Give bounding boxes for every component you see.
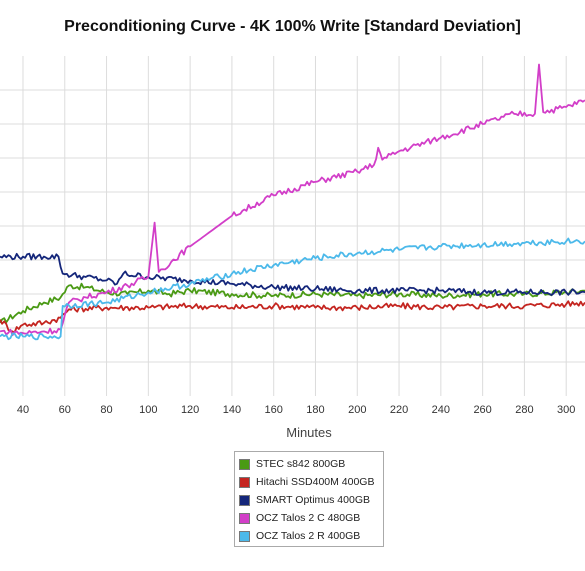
legend-label: Hitachi SSD400M 400GB <box>256 476 375 488</box>
x-tick-label: 80 <box>100 404 112 416</box>
series-layer <box>0 63 585 341</box>
x-tick-label: 220 <box>390 404 408 416</box>
x-tick-label: 240 <box>432 404 450 416</box>
series-line-5 <box>0 237 585 341</box>
series-line-2 <box>0 300 585 334</box>
x-axis-title: Minutes <box>286 425 332 440</box>
x-tick-label: 300 <box>557 404 575 416</box>
series-line-1 <box>0 282 585 324</box>
legend-label: OCZ Talos 2 R 400GB <box>256 530 361 542</box>
series-line-3 <box>0 252 585 297</box>
legend-label: OCZ Talos 2 C 480GB <box>256 512 361 524</box>
series-line-4 <box>0 63 585 337</box>
x-tick-label: 60 <box>59 404 71 416</box>
x-tick-label: 260 <box>473 404 491 416</box>
legend-item: Hitachi SSD400M 400GB <box>239 473 379 491</box>
x-tick-label: 180 <box>306 404 324 416</box>
x-tick-label: 160 <box>265 404 283 416</box>
grid-layer <box>0 56 585 396</box>
x-tick-label: 120 <box>181 404 199 416</box>
legend: STEC s842 800GB Hitachi SSD400M 400GB SMAR… <box>234 451 384 547</box>
legend-item: OCZ Talos 2 C 480GB <box>239 509 379 527</box>
x-tick-label: 200 <box>348 404 366 416</box>
x-tick-label: 140 <box>223 404 241 416</box>
legend-label: SMART Optimus 400GB <box>256 494 370 506</box>
x-tick-label: 100 <box>139 404 157 416</box>
chart-title: Preconditioning Curve - 4K 100% Write [S… <box>64 18 521 35</box>
legend-swatch <box>239 458 250 470</box>
legend-swatch <box>239 494 250 506</box>
x-tick-label: 280 <box>515 404 533 416</box>
legend-item: STEC s842 800GB <box>239 455 379 473</box>
legend-swatch <box>239 476 250 488</box>
legend-item: OCZ Talos 2 R 400GB <box>239 527 379 545</box>
legend-swatch <box>239 530 250 542</box>
legend-label: STEC s842 800GB <box>256 458 346 470</box>
tick-label-layer: 40 60 80 100 120 140 160 180 200 220 240 260 280 300 <box>17 404 576 416</box>
legend-swatch <box>239 512 250 524</box>
x-tick-label: 40 <box>17 404 29 416</box>
legend-item: SMART Optimus 400GB <box>239 491 379 509</box>
